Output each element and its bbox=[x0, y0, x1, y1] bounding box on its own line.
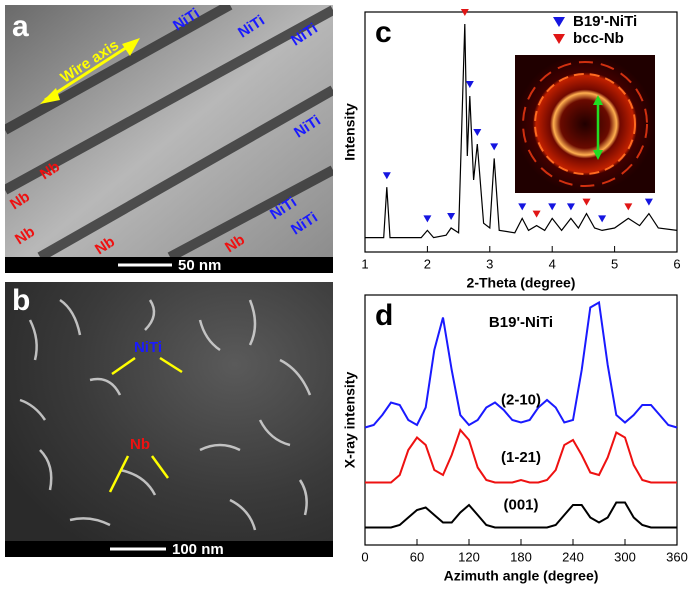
peak-marker bbox=[532, 210, 541, 218]
y-axis-title: X-ray intensity bbox=[342, 372, 358, 469]
panel-label: d bbox=[375, 299, 393, 332]
peak-marker bbox=[423, 215, 432, 223]
panel-label: c bbox=[375, 16, 392, 49]
phase-label: NiTi bbox=[134, 339, 162, 356]
legend-label: bcc-Nb bbox=[573, 30, 624, 47]
y-axis-title: Intensity bbox=[342, 103, 358, 161]
x-tick-label: 0 bbox=[361, 549, 368, 564]
peak-marker bbox=[473, 129, 482, 136]
peak-marker bbox=[382, 172, 391, 180]
annotation: B19'-NiTi bbox=[489, 314, 553, 331]
peak-marker bbox=[518, 203, 527, 211]
x-axis-title: 2-Theta (degree) bbox=[467, 275, 576, 291]
diffraction-inset bbox=[515, 55, 655, 193]
peak-marker bbox=[644, 198, 653, 206]
x-tick-label: 120 bbox=[458, 549, 480, 564]
x-tick-label: 6 bbox=[673, 256, 680, 271]
x-tick-label: 360 bbox=[666, 549, 688, 564]
peak-marker bbox=[624, 203, 633, 211]
x-tick-label: 1 bbox=[361, 256, 368, 271]
x-tick-label: 60 bbox=[410, 549, 424, 564]
peak-marker bbox=[566, 203, 575, 211]
peak-marker bbox=[598, 215, 607, 223]
series-label: (2-10) bbox=[501, 391, 541, 408]
peak-marker bbox=[548, 203, 557, 211]
scale-bar-label: 100 nm bbox=[172, 541, 224, 558]
series-label: (1-21) bbox=[501, 449, 541, 466]
peak-marker bbox=[447, 213, 456, 220]
micrograph-b: 100 nm b NiTi Nb bbox=[5, 282, 333, 558]
x-axis-title: Azimuth angle (degree) bbox=[444, 568, 599, 584]
phase-label: Nb bbox=[130, 436, 150, 453]
x-tick-label: 3 bbox=[486, 256, 493, 271]
peak-marker bbox=[465, 81, 474, 88]
line bbox=[364, 300, 678, 429]
peak-marker bbox=[490, 143, 499, 151]
legend-marker bbox=[553, 34, 565, 44]
legend-label: B19'-NiTi bbox=[573, 13, 637, 30]
micrograph-a: 50 nm a Wire axis NiTi NiTi NiTi NiTi Ni… bbox=[5, 5, 333, 274]
x-tick-label: 240 bbox=[562, 549, 584, 564]
line bbox=[365, 501, 677, 529]
x-tick-label: 180 bbox=[510, 549, 532, 564]
x-tick-label: 4 bbox=[549, 256, 556, 271]
x-tick-label: 5 bbox=[611, 256, 618, 271]
peak-marker bbox=[582, 198, 591, 206]
peak-marker bbox=[460, 9, 469, 16]
plot-frame bbox=[364, 11, 678, 253]
x-tick-label: 300 bbox=[614, 549, 636, 564]
scale-bar-label: 50 nm bbox=[178, 257, 221, 274]
panel-label: b bbox=[12, 284, 30, 317]
line bbox=[365, 23, 678, 239]
x-tick-label: 2 bbox=[424, 256, 431, 271]
legend-marker bbox=[553, 17, 565, 27]
line bbox=[365, 428, 677, 484]
series-label: (001) bbox=[503, 496, 538, 513]
panel-label: a bbox=[12, 10, 29, 43]
